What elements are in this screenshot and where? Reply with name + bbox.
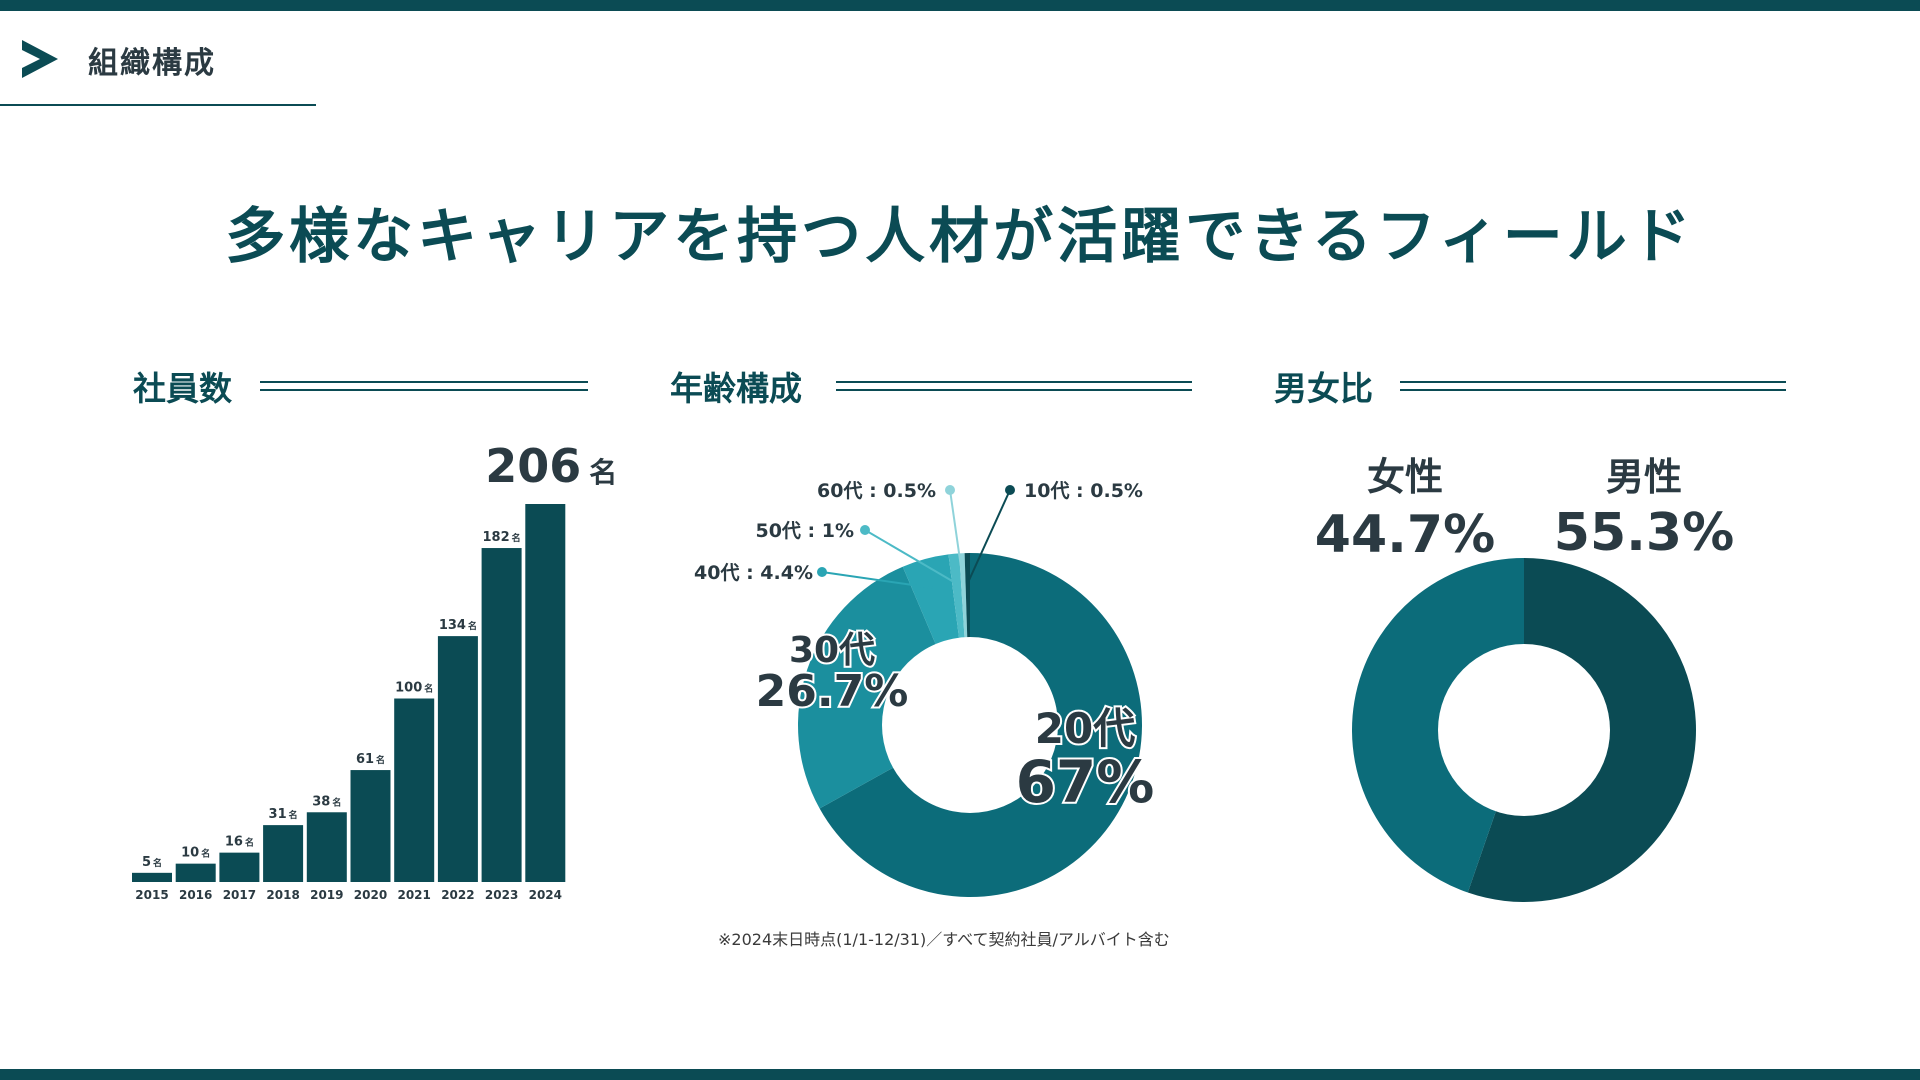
callout-line-s10: [966, 489, 1011, 584]
x-tick-2016: 2016: [179, 888, 212, 902]
gender-donut-hole: [1438, 644, 1610, 816]
gender-slice-1: [1352, 558, 1524, 893]
callout-label-s50: 50代 : 1%: [755, 520, 854, 542]
page-heading: 多様なキャリアを持つ人材が活躍できるフィールド: [225, 202, 1695, 272]
bar-2021: [394, 698, 435, 882]
age-composition-donut-chart: 40代 : 4.4% 50代 : 1% 60代 : 0.5% 10代 : 0.5% 30…: [694, 480, 1156, 897]
bar-2016: [175, 863, 216, 882]
callout-dot-s40: [817, 567, 827, 577]
label-male-value: 55.3%: [1554, 503, 1734, 563]
bar-2019: [306, 812, 347, 882]
gender-panel-title: 男女比: [1274, 369, 1373, 408]
label-30s-name: 30代: [789, 630, 875, 671]
callout-dot-s50: [860, 525, 870, 535]
bar-value-label-2023: 182 名: [483, 530, 521, 545]
age-title-rule: [836, 381, 1192, 391]
label-20s-name: 20代: [1035, 704, 1135, 753]
employee-count-bar-chart: 2015 5 名 2016 10 名 2017 16 名 2018 31 名 2019 38 名 2020 61…: [132, 439, 617, 902]
callout-label-s10: 10代 : 0.5%: [1024, 480, 1143, 502]
bar-value-label-2021: 100 名: [395, 681, 433, 696]
top-border-band: [0, 0, 1920, 11]
x-tick-2020: 2020: [354, 888, 387, 902]
label-female-name: 女性: [1367, 455, 1443, 499]
age-donut-hole: [882, 637, 1058, 813]
chevron-right-icon: [22, 40, 58, 78]
employees-panel-title: 社員数: [133, 369, 232, 408]
bar-2024: [525, 504, 566, 882]
footnote: ※2024末日時点(1/1-12/31)／すべて契約社員/アルバイト含む: [718, 930, 1170, 949]
gender-title-rule: [1400, 381, 1786, 391]
label-30s-value: 26.7%: [756, 666, 909, 717]
bar-value-label-2024: 206 名: [485, 439, 617, 493]
bar-2022: [437, 636, 478, 882]
bar-2023: [481, 548, 522, 882]
x-tick-2015: 2015: [135, 888, 168, 902]
bar-2018: [263, 825, 304, 882]
label-female-value: 44.7%: [1315, 505, 1495, 565]
section-underline: [0, 104, 316, 106]
bar-value-label-2016: 10 名: [181, 846, 210, 861]
section-label: 組織構成: [88, 46, 216, 81]
x-tick-2019: 2019: [310, 888, 343, 902]
x-tick-2018: 2018: [266, 888, 299, 902]
age-panel-title: 年齢構成: [670, 369, 802, 408]
x-tick-2017: 2017: [223, 888, 256, 902]
callout-line-s40: [821, 571, 934, 589]
bar-value-label-2018: 31 名: [269, 807, 298, 822]
bar-value-label-2019: 38 名: [312, 794, 341, 809]
x-tick-2023: 2023: [485, 888, 518, 902]
bar-2017: [219, 852, 260, 882]
bar-2015: [132, 872, 172, 882]
employees-title-rule: [260, 381, 588, 391]
bar-2020: [350, 770, 391, 882]
x-tick-2024: 2024: [529, 888, 562, 902]
callout-line-s60: [949, 489, 965, 584]
callout-label-s60: 60代 : 0.5%: [817, 480, 936, 502]
x-tick-2022: 2022: [441, 888, 474, 902]
callout-dot-s60: [945, 485, 955, 495]
label-male-name: 男性: [1606, 455, 1682, 499]
callout-dot-s10: [1005, 485, 1015, 495]
callout-line-s50: [864, 529, 958, 585]
bottom-border-band: [0, 1069, 1920, 1080]
bar-value-label-2017: 16 名: [225, 835, 254, 850]
bar-value-label-2020: 61 名: [356, 752, 385, 767]
label-20s-value: 67%: [1016, 748, 1155, 816]
callout-label-s40: 40代 : 4.4%: [694, 562, 813, 584]
bar-value-label-2022: 134 名: [439, 618, 477, 633]
x-tick-2021: 2021: [397, 888, 430, 902]
